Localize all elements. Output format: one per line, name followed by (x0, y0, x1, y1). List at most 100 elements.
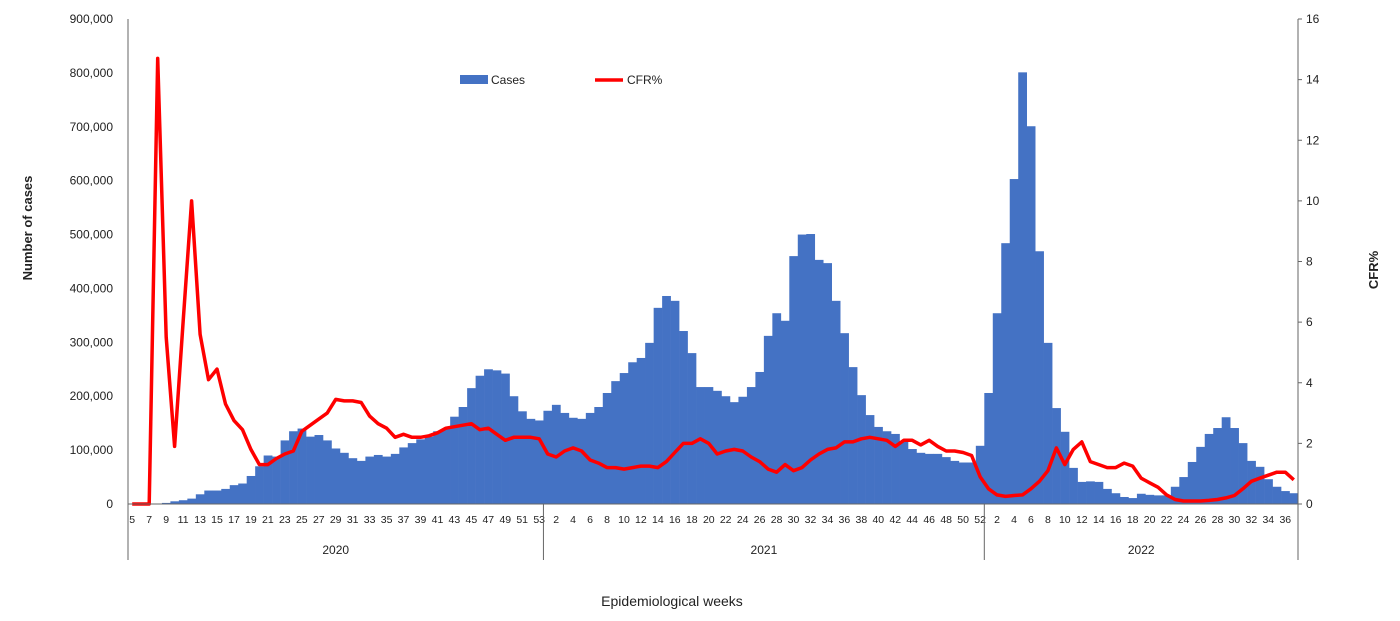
case-bar (662, 295, 671, 504)
case-bar (780, 320, 790, 504)
case-bar (212, 490, 222, 504)
case-bar (195, 494, 205, 504)
case-bar (1086, 481, 1095, 504)
case-bar (891, 433, 900, 504)
case-bar (874, 426, 883, 504)
case-bar (272, 456, 281, 504)
case-bar (831, 300, 841, 504)
week-tick-label: 17 (228, 514, 240, 526)
week-tick-label: 24 (737, 514, 749, 526)
case-bar (806, 234, 816, 504)
week-tick-label: 52 (974, 514, 986, 526)
case-bar (526, 418, 536, 504)
case-bar (204, 490, 214, 504)
week-tick-label: 22 (1161, 514, 1173, 526)
week-tick-label: 37 (398, 514, 410, 526)
y-tick-label: 600,000 (70, 174, 114, 188)
y2-tick-label: 0 (1306, 497, 1313, 511)
week-tick-label: 19 (245, 514, 257, 526)
case-bar (297, 428, 307, 504)
week-tick-label: 13 (194, 514, 206, 526)
case-bar (458, 407, 468, 504)
case-bar (1001, 243, 1011, 504)
case-bar (611, 381, 621, 504)
case-bar (865, 415, 875, 504)
case-bar (1136, 493, 1146, 504)
case-bar (568, 417, 578, 504)
week-tick-label: 38 (856, 514, 868, 526)
week-tick-label: 18 (686, 514, 698, 526)
case-bar (467, 388, 476, 504)
y-tick-label: 700,000 (70, 120, 114, 134)
case-bar (1119, 496, 1129, 504)
case-bar (1255, 466, 1265, 504)
case-bar (1213, 428, 1222, 504)
case-bar (170, 501, 180, 504)
case-bar (289, 431, 298, 504)
week-tick-label: 53 (533, 514, 545, 526)
y2-tick-label: 10 (1306, 194, 1320, 208)
case-bar (1179, 477, 1189, 504)
case-bar (823, 263, 832, 504)
case-bar (772, 313, 782, 504)
case-bar (229, 485, 239, 504)
case-bar (348, 458, 358, 504)
week-tick-label: 5 (129, 514, 135, 526)
axes: 5 7 9 11 13 15 17 19 21 23 25 27 29 31 33 35 37 39 41 43 45 4… (70, 12, 1320, 560)
case-bar (577, 418, 587, 504)
case-bar (696, 387, 705, 504)
case-bar (1111, 493, 1121, 504)
case-bar (356, 460, 366, 504)
week-tick-label: 40 (872, 514, 884, 526)
case-bar (594, 407, 604, 504)
case-bar (450, 416, 459, 504)
week-tick-label: 50 (957, 514, 969, 526)
case-bar (1204, 433, 1214, 504)
case-bar (950, 460, 960, 504)
case-bar (687, 353, 697, 504)
week-tick-label: 12 (1076, 514, 1088, 526)
week-tick-label: 21 (262, 514, 274, 526)
case-bar (908, 449, 917, 504)
case-bar (1221, 417, 1231, 504)
y2-tick-label: 4 (1306, 376, 1313, 390)
case-bar (221, 488, 231, 504)
week-tick-label: 35 (381, 514, 393, 526)
case-bar (984, 392, 994, 504)
case-bar (713, 390, 722, 504)
case-bar (670, 300, 680, 504)
year-label: 2021 (751, 543, 778, 557)
case-bar (645, 342, 654, 504)
case-bar (789, 256, 799, 504)
week-tick-label: 20 (703, 514, 715, 526)
week-tick-label: 6 (587, 514, 593, 526)
case-bar (534, 420, 544, 504)
case-bar (424, 436, 434, 504)
week-tick-label: 2 (994, 514, 1000, 526)
case-bar (1289, 493, 1299, 504)
week-tick-label: 51 (516, 514, 528, 526)
case-bar (1187, 461, 1197, 504)
case-bar (407, 443, 417, 504)
case-bar (840, 333, 849, 504)
case-bar (339, 452, 349, 504)
case-bar (331, 448, 341, 504)
case-bar (1069, 467, 1078, 504)
case-bar (1094, 481, 1104, 504)
week-tick-label: 25 (296, 514, 308, 526)
case-bar (857, 395, 866, 504)
case-bar (255, 466, 264, 504)
week-tick-label: 22 (720, 514, 732, 526)
case-bar (484, 369, 493, 504)
week-tick-label: 7 (146, 514, 152, 526)
case-bar (187, 498, 197, 504)
case-bar (373, 454, 383, 504)
week-tick-label: 42 (889, 514, 901, 526)
y-tick-label: 800,000 (70, 66, 114, 80)
case-bar (1060, 431, 1070, 504)
case-bar (280, 440, 290, 504)
case-bar (882, 431, 892, 504)
week-tick-label: 34 (822, 514, 834, 526)
week-tick-label: 9 (163, 514, 169, 526)
case-bar (958, 462, 968, 504)
